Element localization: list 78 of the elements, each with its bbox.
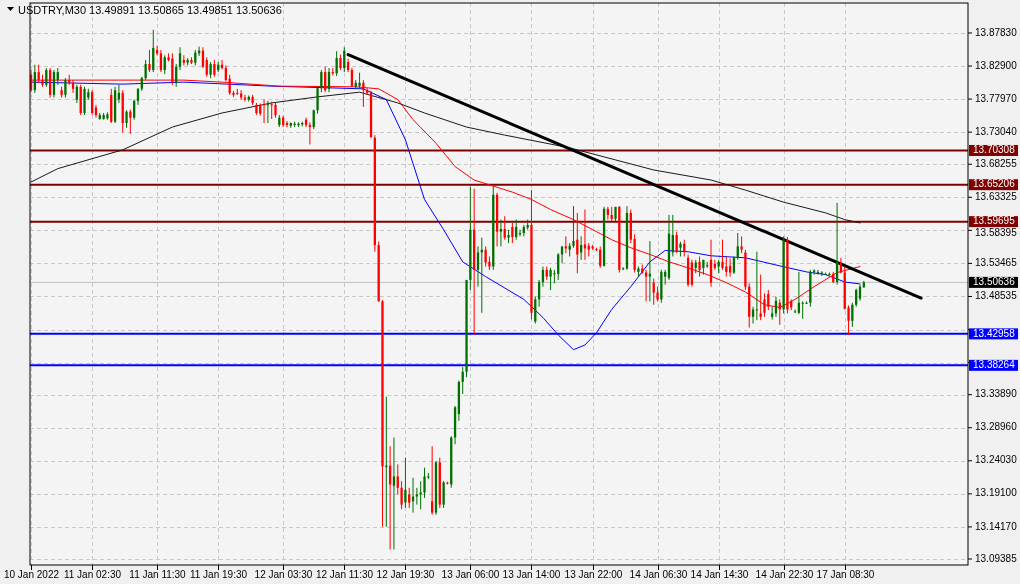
- y-tick-label: 13.87830: [975, 26, 1018, 38]
- candlestick: [148, 49, 151, 73]
- candlestick: [793, 308, 797, 314]
- x-tick-label: 11 Jan 02:30: [63, 569, 122, 580]
- y-tick-label: 13.48535: [975, 290, 1018, 302]
- y-tick-label: 13.24030: [975, 454, 1018, 466]
- candlestick: [163, 54, 166, 75]
- y-tick-label: 13.09385: [975, 552, 1018, 564]
- ref-line-label: 13.50636: [973, 276, 1016, 288]
- candlestick: [534, 296, 537, 325]
- candlestick: [751, 306, 755, 325]
- y-tick-label: 13.28960: [975, 421, 1018, 433]
- y-tick-label: 13.53465: [975, 257, 1018, 269]
- candlestick: [484, 245, 487, 268]
- candlestick: [511, 222, 514, 244]
- candlestick: [423, 467, 426, 499]
- candlestick: [698, 255, 701, 278]
- candlestick: [476, 245, 480, 288]
- y-tick-label: 13.19100: [975, 487, 1018, 499]
- candlestick: [404, 457, 407, 509]
- y-tick-label: 13.77970: [975, 92, 1018, 104]
- candlestick: [816, 269, 820, 276]
- candlestick: [801, 300, 804, 320]
- candlestick: [270, 101, 273, 120]
- candlestick: [400, 480, 403, 510]
- candlestick: [262, 99, 266, 124]
- ref-line-label: 13.38264: [973, 358, 1016, 370]
- ref-line-label: 13.65206: [973, 178, 1016, 190]
- x-tick-label: 11 Jan 19:30: [189, 569, 248, 580]
- x-tick-label: 13 Jan 14:00: [502, 569, 561, 580]
- candlestick: [117, 84, 121, 104]
- x-tick-label: 13 Jan 22:00: [564, 569, 623, 580]
- x-tick-label: 13 Jan 06:00: [441, 569, 500, 580]
- candlestick: [396, 463, 399, 496]
- y-tick-label: 13.14170: [975, 520, 1018, 532]
- y-tick-label: 13.68255: [975, 157, 1018, 169]
- candlestick: [499, 219, 503, 247]
- x-tick-label: 11 Jan 11:30: [129, 569, 187, 580]
- y-tick-label: 13.82900: [975, 59, 1018, 71]
- candlestick: [64, 77, 67, 99]
- ref-line-label: 13.70308: [973, 144, 1016, 156]
- candlestick: [266, 100, 270, 124]
- x-tick-label: 14 Jan 14:30: [690, 569, 749, 580]
- x-tick-label: 12 Jan 19:30: [376, 569, 435, 580]
- candlestick: [675, 231, 678, 254]
- candlestick: [755, 251, 759, 321]
- chart-title: USDTRY,M30 13.49891 13.50865 13.49851 13.50636: [18, 4, 282, 16]
- candlestick: [129, 109, 132, 135]
- candlestick: [144, 59, 147, 81]
- y-tick-label: 13.58395: [975, 227, 1018, 239]
- x-tick-label: 12 Jan 03:30: [254, 569, 313, 580]
- x-tick-label: 12 Jan 11:30: [315, 569, 374, 580]
- ref-line-label: 13.59695: [973, 215, 1016, 227]
- candlestick: [316, 86, 319, 115]
- candlestick: [335, 50, 338, 77]
- x-tick-label: 14 Jan 06:30: [629, 569, 688, 580]
- candlestick: [771, 306, 774, 321]
- y-tick-label: 13.73040: [975, 125, 1018, 137]
- candlestick: [728, 257, 732, 278]
- y-tick-label: 13.33890: [975, 388, 1018, 400]
- x-tick-label: 17 Jan 08:30: [816, 569, 875, 580]
- candlestick: [648, 240, 652, 302]
- x-tick-label: 14 Jan 22:30: [755, 569, 814, 580]
- candlestick: [178, 46, 182, 71]
- candlestick: [75, 84, 79, 104]
- candlestick: [572, 205, 575, 249]
- y-tick-label: 13.63325: [975, 190, 1018, 202]
- candlestick: [431, 445, 434, 516]
- x-tick-label: 10 Jan 2022: [3, 569, 60, 580]
- candlestick: [320, 69, 323, 93]
- candlestick: [442, 480, 445, 509]
- candlestick: [736, 232, 739, 261]
- candlestick: [392, 437, 396, 551]
- candlestick: [503, 215, 506, 241]
- candlestick: [721, 239, 724, 271]
- candlestick: [851, 302, 854, 328]
- candlestick: [549, 267, 552, 291]
- ref-line-label: 13.42958: [973, 327, 1016, 339]
